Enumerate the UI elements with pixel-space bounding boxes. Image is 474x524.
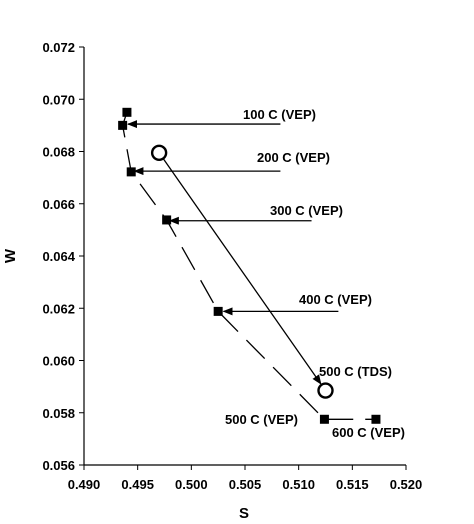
open-circle-marker [150,144,168,162]
x-tick-label: 0.515 [336,477,369,492]
y-tick-label: 0.058 [42,406,75,421]
x-tick-label: 0.505 [229,477,262,492]
x-tick-label: 0.495 [121,477,154,492]
y-tick-label: 0.064 [42,249,75,264]
data-markers [118,107,381,424]
square-marker [126,167,136,177]
y-tick-label: 0.062 [42,301,75,316]
open-circle-marker [317,382,334,399]
square-marker [371,414,381,424]
labels: S W 100 C (VEP) 200 C (VEP) 300 C (VEP) … [2,107,405,522]
annotation-200c-vep: 200 C (VEP) [257,150,330,165]
annotation-500c-vep: 500 C (VEP) [225,412,298,427]
circle-series-arrow [162,158,322,385]
x-tick-label: 0.520 [390,477,423,492]
square-marker [118,120,128,130]
y-tick-label: 0.070 [42,92,75,107]
x-axis-label: S [239,505,249,522]
annotation-600c-vep: 600 C (VEP) [332,425,405,440]
y-tick-label: 0.072 [42,40,75,55]
y-tick-label: 0.066 [42,197,75,212]
x-tick-label: 0.500 [175,477,208,492]
annotation-arrows [127,120,339,316]
square-marker [213,306,223,316]
axes: 0.490 0.495 0.500 0.505 0.510 0.515 0.520 0.056… [42,40,422,492]
x-tick-label: 0.490 [68,477,101,492]
square-marker [162,215,172,225]
y-tick-label: 0.068 [42,145,75,160]
x-tick-label: 0.510 [282,477,315,492]
annotation-300c-vep: 300 C (VEP) [270,203,343,218]
y-axis-label: W [2,248,19,263]
square-marker [122,107,132,117]
y-tick-label: 0.056 [42,458,75,473]
y-tick-label: 0.060 [42,354,75,369]
annotation-400c-vep: 400 C (VEP) [299,292,372,307]
square-marker [319,414,329,424]
annotation-100c-vep: 100 C (VEP) [243,107,316,122]
annotation-500c-tds: 500 C (TDS) [319,364,392,379]
